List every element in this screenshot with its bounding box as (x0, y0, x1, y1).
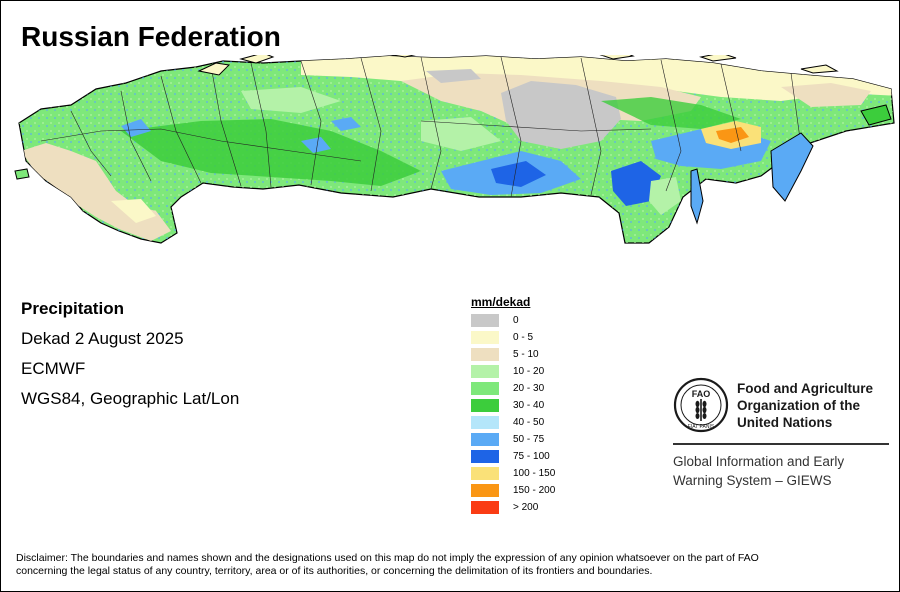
legend-item: 40 - 50 (471, 414, 555, 431)
legend-swatch (471, 450, 499, 463)
legend-label: 10 - 20 (513, 366, 545, 377)
giews-line2: Warning System – GIEWS (673, 473, 832, 488)
chukotka-tip (860, 104, 892, 126)
giews-label: Global Information and Early Warning Sys… (673, 452, 889, 490)
legend-swatch (471, 399, 499, 412)
admin-boundaries (40, 56, 802, 198)
legend-label: 0 (513, 315, 519, 326)
legend-item: 30 - 40 (471, 397, 555, 414)
precipitation-map (14, 55, 895, 244)
fao-logo-icon: FAO FIAT PANIS (673, 377, 729, 433)
map-title: Russian Federation (21, 21, 281, 52)
legend-item: 0 - 5 (471, 329, 555, 346)
legend-label: 50 - 75 (513, 434, 545, 445)
legend-swatch (471, 467, 499, 480)
legend-swatch (471, 382, 499, 395)
disclaimer-line1: Disclaimer: The boundaries and names sho… (16, 552, 759, 564)
legend-swatch (471, 314, 499, 327)
legend-label: 30 - 40 (513, 400, 545, 411)
giews-line1: Global Information and Early (673, 454, 845, 469)
legend-item: 100 - 150 (471, 465, 555, 482)
legend-swatch (471, 501, 499, 514)
variable-label: Precipitation (21, 299, 124, 318)
legend-swatch (471, 416, 499, 429)
legend-label: 40 - 50 (513, 417, 545, 428)
source-label: ECMWF (21, 359, 86, 378)
legend-swatch (471, 433, 499, 446)
islands (197, 55, 839, 76)
legend-label: 75 - 100 (513, 451, 550, 462)
legend-label: 150 - 200 (513, 485, 556, 496)
legend-swatch (471, 331, 499, 344)
legend-item: 50 - 75 (471, 431, 555, 448)
legend-item: > 200 (471, 499, 555, 516)
legend-swatch (471, 484, 499, 497)
fao-block: FAO FIAT PANIS Food and Agriculture Orga… (673, 375, 889, 490)
legend-item: 5 - 10 (471, 346, 555, 363)
legend-item: 10 - 20 (471, 363, 555, 380)
legend-item: 75 - 100 (471, 448, 555, 465)
fao-name-line2: Organization of the (737, 397, 860, 413)
fao-name-line3: United Nations (737, 414, 833, 430)
kamchatka (770, 132, 814, 202)
legend-item: 20 - 30 (471, 380, 555, 397)
sakhalin (690, 168, 704, 225)
legend-label: 5 - 10 (513, 349, 539, 360)
legend-item: 150 - 200 (471, 482, 555, 499)
kaliningrad (14, 168, 30, 180)
disclaimer: Disclaimer: The boundaries and names sho… (16, 552, 886, 578)
map-info: Precipitation Dekad 2 August 2025 ECMWF … (21, 299, 239, 419)
legend-title: mm/dekad (471, 295, 531, 309)
legend-label: > 200 (513, 502, 539, 513)
legend-label: 100 - 150 (513, 468, 556, 479)
legend-item: 0 (471, 312, 555, 329)
legend-swatch (471, 365, 499, 378)
disclaimer-line2: concerning the legal status of any count… (16, 565, 653, 577)
legend-label: 20 - 30 (513, 383, 545, 394)
no-rain-zone (501, 81, 621, 149)
legend-label: 0 - 5 (513, 332, 534, 343)
svg-text:FAO: FAO (692, 389, 711, 399)
legend-swatch (471, 348, 499, 361)
fao-name: Food and Agriculture Organization of the… (737, 380, 873, 431)
period-label: Dekad 2 August 2025 (21, 329, 184, 348)
legend: mm/dekad 0 0 - 5 5 - 10 10 - 20 20 - 30 30 - … (471, 295, 555, 516)
fao-divider (673, 443, 889, 445)
svg-text:FIAT PANIS: FIAT PANIS (688, 424, 715, 430)
fao-name-line1: Food and Agriculture (737, 380, 873, 396)
projection-label: WGS84, Geographic Lat/Lon (21, 389, 240, 408)
